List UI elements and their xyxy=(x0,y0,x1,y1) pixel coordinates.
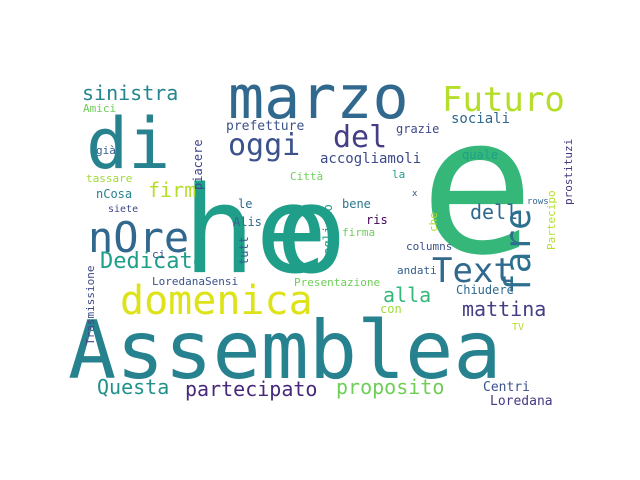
word-9: oggi xyxy=(228,128,300,163)
word-25: sociali xyxy=(451,111,510,127)
word-43: tutt xyxy=(237,236,251,265)
word-23: prefetture xyxy=(226,119,304,134)
word-34: già xyxy=(96,144,116,157)
word-3: Assemblea xyxy=(68,304,501,397)
word-53: Chiudere xyxy=(456,283,514,297)
word-5: di xyxy=(86,103,170,185)
word-37: bene xyxy=(342,197,371,211)
word-33: tassare xyxy=(86,172,132,185)
word-29: quale xyxy=(462,148,498,162)
word-26: Partecipo xyxy=(545,190,558,250)
word-4: marzo xyxy=(228,63,409,133)
word-10: del xyxy=(333,120,387,155)
word-11: fare xyxy=(498,208,539,295)
word-16: dell xyxy=(470,200,518,224)
word-8: Futuro xyxy=(442,80,565,120)
word-54: con xyxy=(380,302,402,316)
word-2: e xyxy=(420,76,534,297)
word-44: vogliono xyxy=(321,204,335,262)
word-19: Questa xyxy=(97,375,169,399)
word-38: ris xyxy=(366,213,388,227)
word-36: le xyxy=(238,197,252,211)
word-14: Dedicato xyxy=(100,249,206,274)
word-42: Alis xyxy=(233,215,262,229)
word-6: domenica xyxy=(120,278,313,324)
word-0: he xyxy=(183,162,328,301)
word-55: TV xyxy=(512,322,524,333)
word-27: prostituzi xyxy=(562,139,575,205)
word-41: siete xyxy=(108,204,138,215)
word-1: o xyxy=(275,162,347,301)
word-50: andati xyxy=(397,264,437,277)
word-18: mattina xyxy=(462,297,546,321)
word-13: sinistra xyxy=(82,81,178,105)
word-57: Loredana xyxy=(490,394,553,409)
word-12: Text xyxy=(432,251,514,291)
word-17: alla xyxy=(383,283,431,307)
word-56: Centri xyxy=(483,380,530,395)
word-30: Città xyxy=(290,170,323,183)
word-51: Trasmissione xyxy=(84,266,97,345)
word-31: la xyxy=(392,168,405,181)
word-20: partecipato xyxy=(185,377,317,401)
word-28: piacere xyxy=(191,139,205,190)
word-49: LoredanaSensi xyxy=(152,275,238,288)
word-24: grazie xyxy=(396,122,439,136)
word-21: proposito xyxy=(336,375,444,399)
word-22: accogliamoli xyxy=(320,151,421,167)
word-7: nOre xyxy=(88,213,189,262)
word-32: nCosa xyxy=(96,187,132,201)
word-15: firm xyxy=(148,178,196,202)
word-52: Presentazione xyxy=(294,276,380,289)
word-48: ci xyxy=(152,248,165,261)
word-45: firma xyxy=(342,226,375,239)
word-35: Amici xyxy=(83,102,116,115)
word-47: columns xyxy=(406,240,452,253)
word-39: x xyxy=(412,189,418,199)
word-46: che xyxy=(427,212,440,232)
word-40: rows xyxy=(527,197,549,207)
